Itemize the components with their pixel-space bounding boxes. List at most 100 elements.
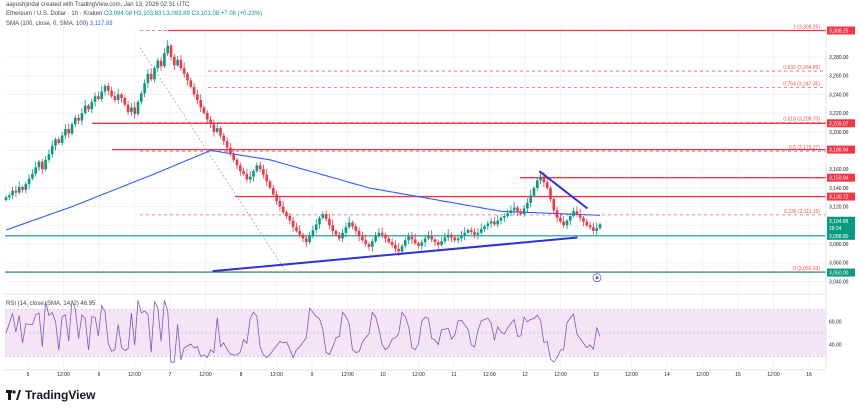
candle-body bbox=[384, 234, 387, 239]
candle-body bbox=[126, 104, 130, 113]
candle-body bbox=[493, 221, 496, 225]
candle-body bbox=[202, 107, 206, 114]
candle-body bbox=[146, 73, 150, 84]
candle-body bbox=[347, 222, 351, 228]
candle-body bbox=[14, 190, 18, 193]
candle-body bbox=[235, 159, 239, 166]
candle-body bbox=[232, 154, 235, 160]
candle-body bbox=[328, 218, 331, 226]
candle-body bbox=[189, 80, 193, 87]
candle-body bbox=[44, 159, 47, 170]
candle-body bbox=[321, 214, 325, 218]
candle-body bbox=[456, 238, 460, 241]
candle-body bbox=[479, 229, 483, 233]
rsi-line bbox=[5, 300, 601, 363]
indicator-name: SMA (100, close, 0, SMA, 100) bbox=[6, 21, 89, 27]
candle-body bbox=[374, 235, 377, 242]
candle-body bbox=[598, 224, 602, 229]
candle-body bbox=[67, 128, 70, 134]
price-label-text: 28:24 bbox=[829, 226, 842, 232]
time-tick-label: 13 bbox=[593, 372, 599, 378]
candle-body bbox=[120, 94, 123, 99]
price-tick-label: 3,080.00 bbox=[829, 242, 849, 248]
candle-body bbox=[552, 199, 556, 211]
candle-body bbox=[595, 228, 598, 231]
candle-body bbox=[483, 226, 486, 230]
candle-body bbox=[34, 167, 37, 174]
candle-body bbox=[555, 210, 559, 218]
price-label-text: 3,308.25 bbox=[829, 29, 849, 35]
candle-body bbox=[380, 232, 384, 235]
candle-body bbox=[215, 128, 219, 132]
candle-body bbox=[255, 165, 259, 172]
time-tick-label: 12 bbox=[522, 372, 528, 378]
candle-body bbox=[433, 239, 437, 243]
candle-body bbox=[159, 60, 163, 67]
candle-body bbox=[199, 99, 202, 108]
sma-line bbox=[5, 149, 601, 231]
price-label-text: 3,104.88 bbox=[829, 219, 849, 225]
time-tick-label: 12:00 bbox=[767, 372, 780, 378]
price-tick-label: 3,220.00 bbox=[829, 111, 849, 117]
candle-body bbox=[285, 212, 288, 216]
price-tick-label: 3,280.00 bbox=[829, 55, 849, 61]
time-tick-label: 12:00 bbox=[625, 372, 638, 378]
candle-body bbox=[338, 234, 341, 239]
candle-body bbox=[361, 236, 364, 241]
time-tick-label: 12:00 bbox=[483, 372, 496, 378]
candle-body bbox=[179, 59, 183, 69]
candle-body bbox=[103, 85, 107, 92]
price-label-text: 3,050.00 bbox=[829, 271, 849, 277]
candle-body bbox=[423, 238, 427, 243]
candle-body bbox=[24, 184, 28, 190]
price-label-text: 3,130.72 bbox=[829, 195, 849, 201]
candle-body bbox=[367, 244, 371, 247]
candle-body bbox=[305, 238, 308, 243]
candle-body bbox=[354, 226, 358, 231]
candle-body bbox=[222, 135, 226, 142]
candle-body bbox=[569, 215, 572, 221]
fib-label: 0.236 (3,111.19) bbox=[784, 209, 820, 215]
candle-body bbox=[288, 215, 292, 221]
candle-body bbox=[107, 85, 110, 91]
fib-diagonal bbox=[139, 47, 286, 271]
candle-body bbox=[133, 107, 136, 114]
candle-body bbox=[446, 234, 450, 238]
candle-body bbox=[506, 213, 509, 216]
candle-body bbox=[351, 222, 354, 227]
candle-body bbox=[545, 182, 549, 188]
candle-body bbox=[476, 232, 480, 235]
candle-body bbox=[54, 139, 57, 146]
candle-body bbox=[308, 235, 311, 243]
candle-body bbox=[526, 202, 529, 209]
candle-body bbox=[582, 217, 585, 222]
candle-body bbox=[37, 161, 41, 168]
price-label-tag bbox=[827, 216, 855, 225]
time-tick-label: 12:00 bbox=[270, 372, 283, 378]
rsi-label: RSI (14, close, SMA, 14, 2) 46.95 bbox=[6, 301, 96, 307]
trendline-support bbox=[212, 236, 578, 273]
candle-body bbox=[404, 240, 407, 246]
fib-label: 0.764 (3,247.35) bbox=[783, 81, 820, 87]
candle-body bbox=[311, 230, 315, 236]
candle-body bbox=[344, 227, 348, 233]
time-tick-label: 12:00 bbox=[554, 372, 567, 378]
indicator-value: 3,117.83 bbox=[89, 21, 113, 27]
candle-body bbox=[371, 241, 374, 247]
time-tick-label: 16 bbox=[806, 372, 812, 378]
candle-body bbox=[420, 242, 424, 246]
time-tick-label: 15 bbox=[735, 372, 741, 378]
candle-body bbox=[324, 214, 328, 219]
candle-body bbox=[298, 230, 301, 235]
candle-body bbox=[229, 147, 232, 155]
candle-body bbox=[166, 45, 169, 54]
price-tick-label: 3,040.00 bbox=[829, 279, 849, 285]
price-label-tag bbox=[827, 192, 855, 201]
time-tick-label: 14 bbox=[664, 372, 670, 378]
candle-body bbox=[331, 225, 334, 231]
candle-body bbox=[116, 94, 120, 100]
candle-body bbox=[397, 248, 400, 252]
candle-body bbox=[182, 68, 186, 74]
sma-100-line bbox=[5, 149, 601, 231]
